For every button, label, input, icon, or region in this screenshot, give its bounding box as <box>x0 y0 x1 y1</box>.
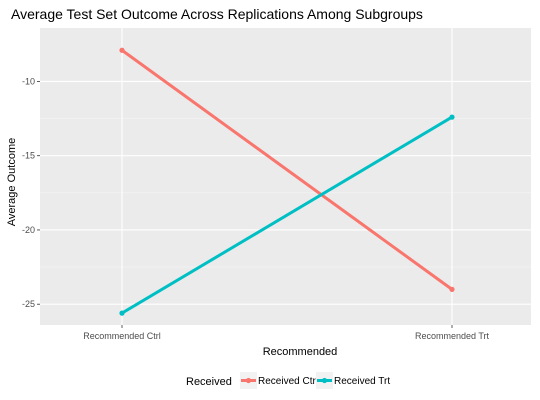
plot-panel <box>40 28 531 325</box>
legend-title: Received <box>186 376 232 388</box>
y-tick-label: -10 <box>22 76 35 86</box>
legend-key-point <box>245 377 252 384</box>
x-tick-label: Recommended Trt <box>415 331 490 341</box>
major-gridlines <box>40 28 531 325</box>
y-tick-label: -20 <box>22 225 35 235</box>
legend-label: Received Trt <box>334 376 390 387</box>
y-axis: -10 -15 -20 -25 <box>22 76 40 309</box>
y-tick-label: -15 <box>22 151 35 161</box>
series-line <box>121 115 453 315</box>
x-axis-title: Recommended <box>263 346 338 358</box>
x-tick-label: Recommended Ctrl <box>83 331 161 341</box>
data-point <box>449 114 455 120</box>
series-line <box>121 49 453 291</box>
data-point <box>119 47 125 53</box>
x-axis: Recommended Ctrl Recommended Trt <box>83 325 490 341</box>
legend-label: Received Ctrl <box>258 376 318 387</box>
data-point <box>449 286 455 292</box>
y-axis-title: Average Outcome <box>6 138 18 226</box>
y-tick-label: -25 <box>22 299 35 309</box>
data-point <box>119 310 125 316</box>
legend: Received Received Ctrl Received Trt <box>186 372 390 389</box>
legend-key-point <box>321 377 328 384</box>
chart-title: Average Test Set Outcome Across Replicat… <box>11 6 423 22</box>
series-layer <box>119 47 455 316</box>
